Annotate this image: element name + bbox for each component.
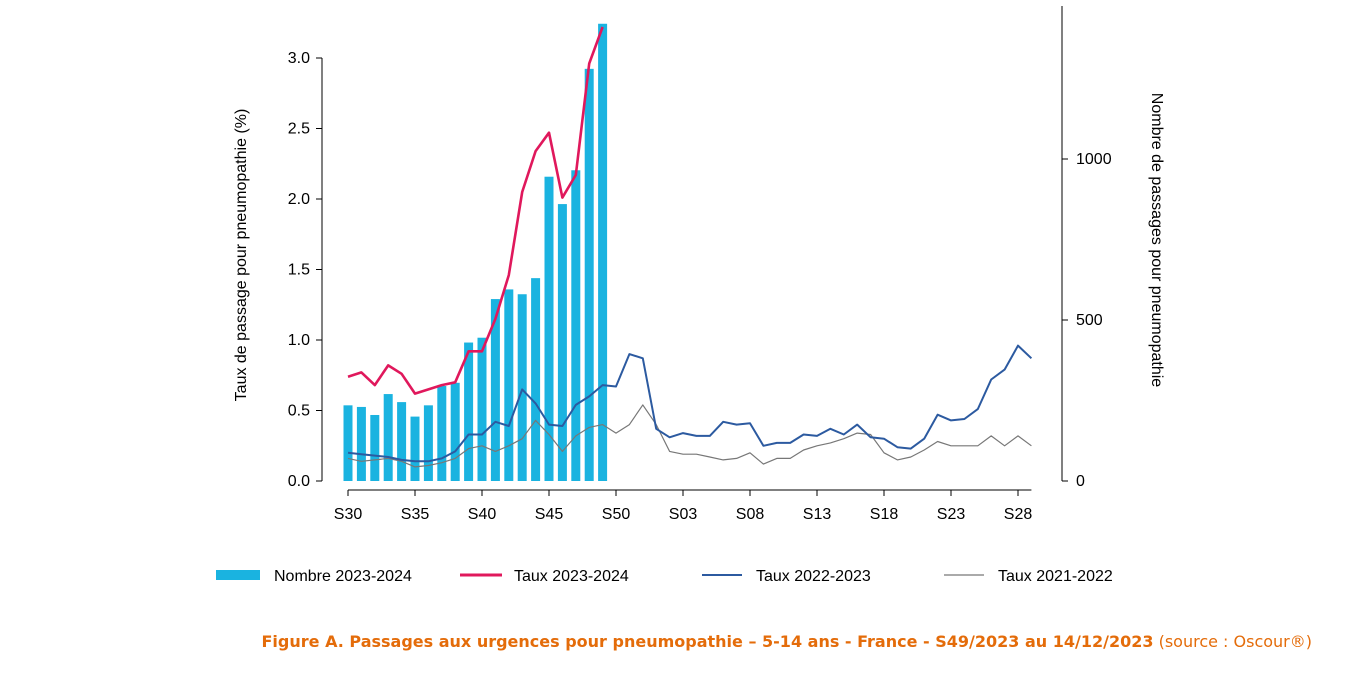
legend-label-taux-2021-2022: Taux 2021-2022 (998, 568, 1113, 585)
left-axis-tick-label: 0.5 (288, 403, 310, 420)
line-taux-2023-2024 (347, 26, 604, 395)
x-axis-tick-label: S13 (803, 506, 832, 523)
x-axis-tick-label: S45 (535, 506, 564, 523)
left-axis-tick-label: 3.0 (288, 50, 310, 67)
bar-nombre-2023-2024 (423, 405, 433, 481)
x-axis-tick-label: S03 (669, 506, 698, 523)
y-axis-label: Taux de passage pour pneumopathie (%) (233, 109, 250, 402)
bar-nombre-2023-2024 (477, 337, 487, 481)
left-axis-tick-label: 2.5 (288, 121, 310, 138)
bar-nombre-2023-2024 (356, 406, 366, 481)
right-axis-tick-label: 0 (1076, 473, 1085, 490)
x-axis-tick-label: S28 (1004, 506, 1033, 523)
chart: 0.0 0.5 1.0 1.5 2.0 2.5 3.0 0 500 1000 S30 S35 S40… (216, 6, 1165, 585)
bar-nombre-2023-2024 (584, 68, 594, 481)
bar-nombre-2023-2024 (370, 414, 380, 481)
bar-nombre-2023-2024 (598, 23, 608, 481)
y2-axis-label: Nombre de passages pour pneumopathie (1148, 93, 1165, 388)
bar-nombre-2023-2024 (437, 386, 447, 481)
x-axis-tick-label: S18 (870, 506, 899, 523)
bars-nombre (343, 23, 608, 481)
bar-nombre-2023-2024 (450, 382, 460, 481)
bar-nombre-2023-2024 (397, 402, 407, 481)
bar-nombre-2023-2024 (517, 294, 527, 481)
rate-lines (347, 26, 1033, 468)
bar-nombre-2023-2024 (490, 299, 500, 481)
line-taux-2021-2022 (347, 404, 1032, 468)
x-axis-tick-label: S35 (401, 506, 430, 523)
bar-nombre-2023-2024 (383, 394, 393, 481)
left-axis-tick-label: 2.0 (288, 191, 310, 208)
right-axis-tick-label: 500 (1076, 312, 1103, 329)
x-axis-tick-label: S50 (602, 506, 631, 523)
x-axis-tick-label: S40 (468, 506, 497, 523)
x-axis: S30 S35 S40 S45 S50 S03 S08 S13 S18 S23 S28 (334, 489, 1033, 523)
x-axis-tick-label: S08 (736, 506, 765, 523)
x-axis-tick-label: S23 (937, 506, 966, 523)
legend-label-nombre: Nombre 2023-2024 (274, 568, 412, 585)
bar-nombre-2023-2024 (504, 289, 514, 481)
left-axis-tick-label: 1.0 (288, 332, 310, 349)
legend: Nombre 2023-2024 Taux 2023-2024 Taux 202… (216, 568, 1113, 585)
x-axis-tick-label: S30 (334, 506, 363, 523)
bar-nombre-2023-2024 (464, 342, 474, 481)
legend-label-taux-2022-2023: Taux 2022-2023 (756, 568, 871, 585)
figure-caption: Figure A. Passages aux urgences pour pne… (0, 632, 1368, 651)
bar-nombre-2023-2024 (557, 204, 567, 481)
bar-nombre-2023-2024 (410, 416, 420, 481)
caption-title: Figure A. Passages aux urgences pour pne… (261, 632, 1154, 651)
bar-nombre-2023-2024 (544, 176, 554, 481)
bar-nombre-2023-2024 (531, 278, 541, 481)
legend-swatch-nombre (216, 570, 260, 580)
bar-nombre-2023-2024 (571, 170, 581, 481)
right-axis-tick-label: 1000 (1076, 151, 1112, 168)
bar-nombre-2023-2024 (343, 405, 353, 481)
legend-label-taux-2023-2024: Taux 2023-2024 (514, 568, 629, 585)
left-axis-tick-label: 0.0 (288, 473, 310, 490)
left-axis-tick-label: 1.5 (288, 262, 310, 279)
caption-source: (source : Oscour®) (1158, 632, 1312, 651)
right-axis: 0 500 1000 (1061, 6, 1112, 490)
left-axis: 0.0 0.5 1.0 1.5 2.0 2.5 3.0 (288, 50, 323, 490)
line-taux-2022-2023 (347, 344, 1033, 463)
